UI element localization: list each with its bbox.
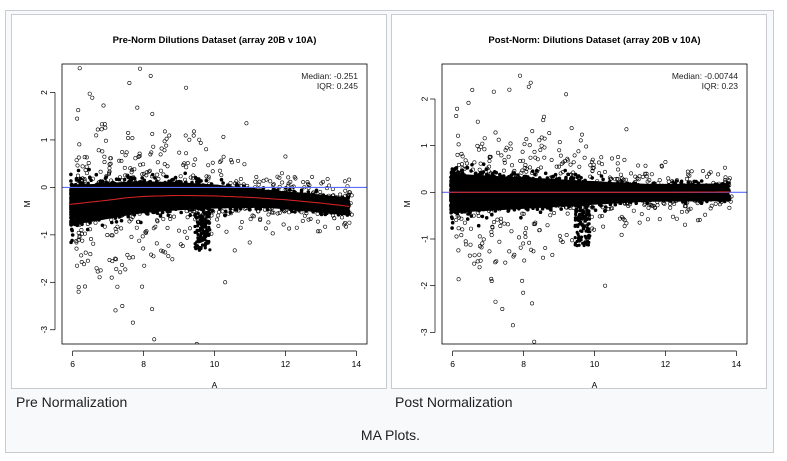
gallery-item-post: Post-Norm: Dilutions Dataset (array 20B … [386,11,767,410]
x-tick-label: 8 [521,359,526,369]
loess-fit-line [69,194,350,207]
x-axis: 6 8 10 12 14 [450,350,742,369]
y-axis-label: M [22,200,32,207]
x-tick-label: 8 [141,359,146,369]
x-tick-label: 14 [732,359,742,369]
x-tick-label: 6 [70,359,75,369]
y-tick-label: -3 [419,328,429,336]
x-axis-label: A [212,380,218,390]
x-axis-label: A [592,380,598,390]
scatter-points [449,73,734,344]
x-tick-label: 12 [661,359,671,369]
annotation-text: Median: -0.00744 [672,71,738,81]
x-tick-label: 12 [281,359,291,369]
ma-plot-pre: Pre-Norm Dilutions Dataset (array 20B v … [22,35,368,390]
y-axis: -3 -2 -1 0 1 2 [419,96,436,336]
gallery-item-pre: Pre-Norm Dilutions Dataset (array 20B v … [6,11,387,410]
chart-title: Pre-Norm Dilutions Dataset (array 20B v … [113,35,317,46]
x-axis: 6 8 10 12 14 [70,350,362,369]
image-frame[interactable]: Post-Norm: Dilutions Dataset (array 20B … [391,14,767,390]
x-tick-label: 10 [590,359,600,369]
x-tick-label: 14 [352,359,362,369]
caption-pre: Pre Normalization [16,394,128,410]
plot-frame [441,63,748,345]
y-tick-label: -1 [39,231,49,239]
x-tick-label: 10 [210,359,220,369]
points-body [72,181,351,225]
chart-title: Post-Norm: Dilutions Dataset (array 20B … [488,35,700,46]
y-tick-label: 2 [39,90,49,95]
y-tick-label: 2 [419,96,429,101]
y-tick-label: 1 [419,143,429,148]
y-axis-label: M [402,200,412,207]
annotation-text: IQR: 0.23 [702,81,739,91]
gallery: Pre-Norm Dilutions Dataset (array 20B v … [5,10,774,453]
points-streak [573,197,592,248]
y-tick-label: -1 [419,235,429,243]
x-tick-label: 6 [450,359,455,369]
y-tick-label: -3 [39,326,49,334]
y-tick-label: 0 [419,190,429,195]
y-tick-label: 0 [39,185,49,190]
gallery-caption: MA Plots. [360,427,421,443]
y-tick-label: 1 [39,137,49,142]
image-frame[interactable]: Pre-Norm Dilutions Dataset (array 20B v … [11,14,387,390]
y-tick-label: -2 [39,278,49,286]
y-tick-label: -2 [419,282,429,290]
plot-frame [61,63,368,345]
ma-plot-post: Post-Norm: Dilutions Dataset (array 20B … [402,35,748,390]
y-axis: -3 -2 -1 0 1 2 [39,90,56,334]
points-outliers [74,66,354,344]
annotation-text: Median: -0.251 [301,71,358,81]
annotation-text: IQR: 0.245 [317,81,358,91]
caption-post: Post Normalization [395,394,513,410]
